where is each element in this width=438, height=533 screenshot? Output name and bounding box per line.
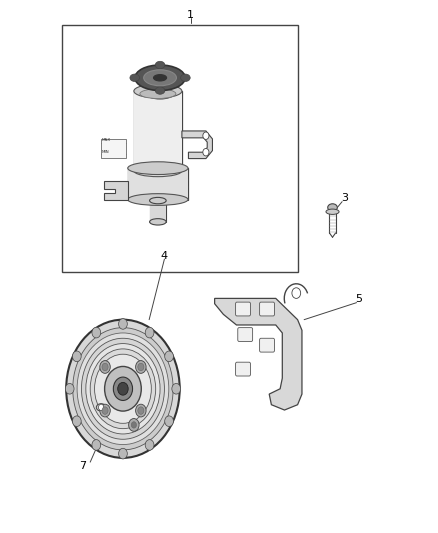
Circle shape (65, 383, 74, 394)
Circle shape (119, 319, 127, 329)
Circle shape (165, 351, 173, 362)
Circle shape (99, 404, 104, 410)
Text: 5: 5 (355, 294, 362, 304)
Circle shape (203, 132, 209, 140)
Circle shape (73, 328, 173, 450)
Ellipse shape (140, 89, 176, 99)
Text: 7: 7 (79, 461, 86, 471)
Circle shape (100, 361, 110, 373)
Ellipse shape (150, 197, 166, 204)
FancyBboxPatch shape (236, 362, 251, 376)
Text: MAX: MAX (102, 138, 111, 141)
Ellipse shape (180, 74, 190, 82)
Circle shape (203, 149, 209, 156)
Polygon shape (215, 298, 302, 410)
Ellipse shape (134, 165, 182, 176)
Ellipse shape (128, 193, 188, 205)
Circle shape (113, 377, 133, 400)
Circle shape (86, 344, 160, 434)
Text: 2: 2 (161, 65, 168, 75)
Ellipse shape (130, 74, 140, 82)
Circle shape (138, 364, 144, 370)
Circle shape (131, 422, 137, 428)
Circle shape (145, 440, 154, 450)
Circle shape (145, 327, 154, 338)
Ellipse shape (153, 75, 166, 81)
Polygon shape (182, 131, 212, 159)
Text: 1: 1 (187, 10, 194, 20)
Circle shape (136, 404, 146, 417)
Circle shape (102, 364, 108, 370)
Circle shape (92, 327, 101, 338)
Circle shape (119, 448, 127, 459)
FancyBboxPatch shape (260, 338, 275, 352)
Circle shape (136, 361, 146, 373)
Circle shape (92, 440, 101, 450)
Text: MIN: MIN (102, 150, 110, 154)
Ellipse shape (326, 209, 339, 214)
Text: 3: 3 (341, 193, 348, 204)
Circle shape (72, 351, 81, 362)
Circle shape (72, 416, 81, 426)
Circle shape (66, 320, 180, 458)
Ellipse shape (128, 162, 188, 174)
FancyBboxPatch shape (260, 302, 275, 316)
Text: 6: 6 (79, 387, 86, 398)
Circle shape (100, 404, 110, 417)
Ellipse shape (328, 204, 337, 211)
Circle shape (95, 354, 151, 423)
Ellipse shape (134, 84, 182, 98)
Circle shape (165, 416, 173, 426)
Polygon shape (104, 181, 128, 199)
Circle shape (105, 367, 141, 411)
Ellipse shape (135, 65, 185, 91)
Ellipse shape (144, 70, 177, 86)
Circle shape (90, 349, 155, 429)
Circle shape (138, 407, 144, 414)
Circle shape (81, 338, 164, 439)
FancyBboxPatch shape (236, 302, 251, 316)
Bar (62, 25, 297, 272)
Ellipse shape (150, 219, 166, 225)
Ellipse shape (147, 88, 173, 99)
Circle shape (172, 383, 180, 394)
Bar (150, 200, 166, 222)
Bar (134, 91, 182, 171)
Ellipse shape (155, 87, 165, 94)
Text: 4: 4 (161, 251, 168, 261)
Bar (128, 168, 188, 199)
Circle shape (129, 418, 139, 431)
Circle shape (292, 288, 300, 298)
Circle shape (102, 407, 108, 414)
FancyBboxPatch shape (238, 328, 253, 342)
Circle shape (77, 333, 169, 445)
Ellipse shape (96, 403, 106, 411)
Ellipse shape (155, 61, 165, 69)
Bar (101, 139, 127, 158)
Circle shape (118, 382, 128, 395)
